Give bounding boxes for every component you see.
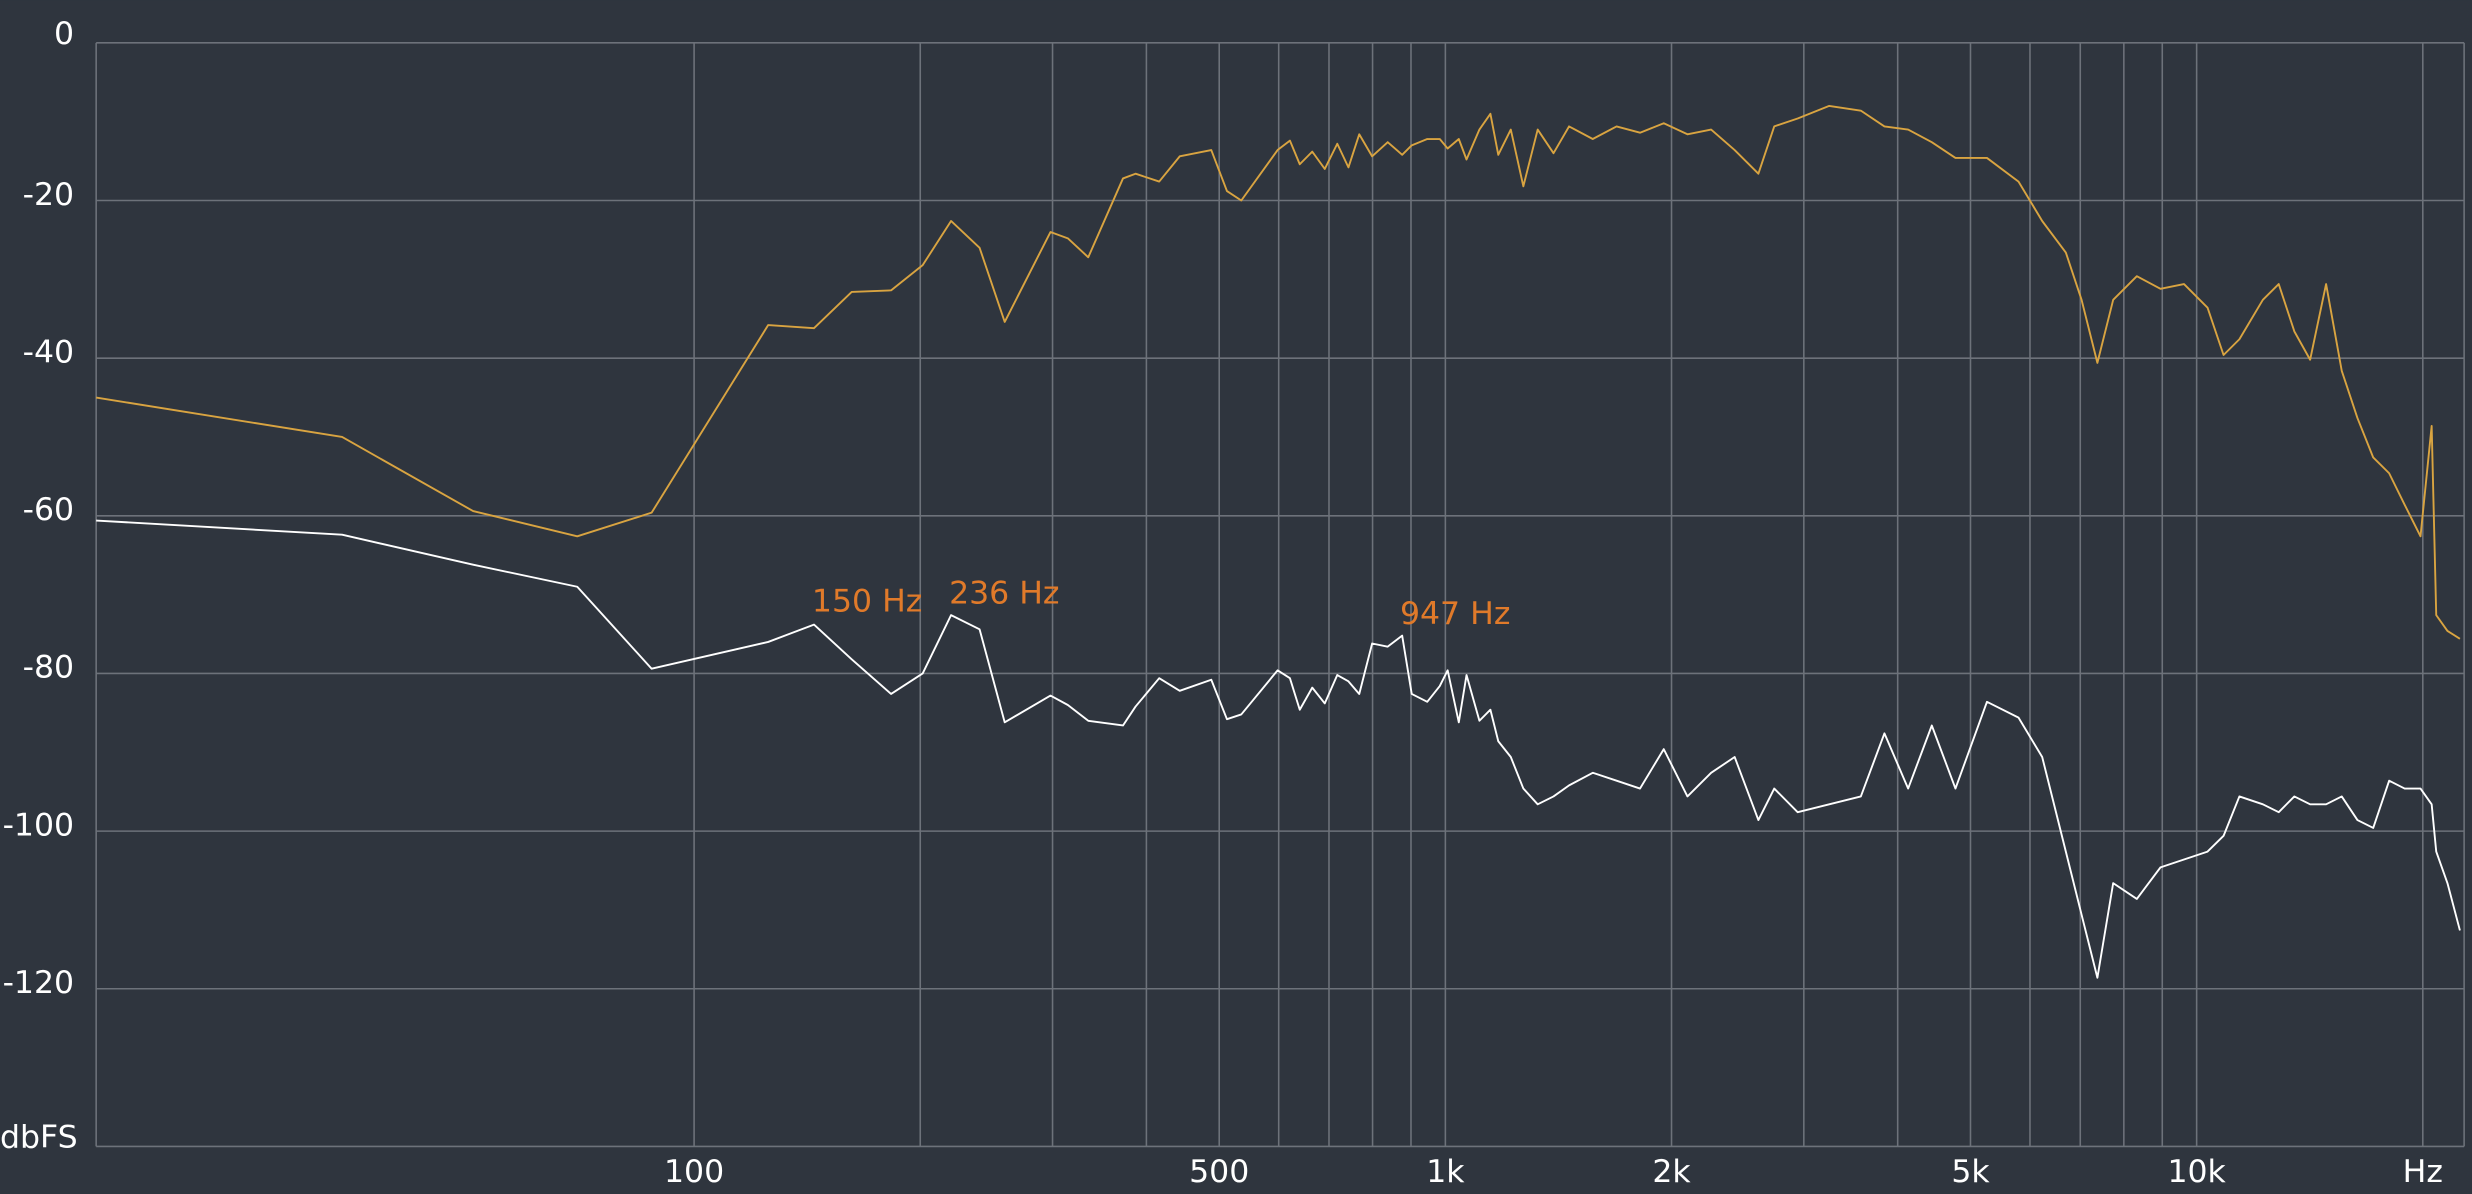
y-tick-label: -100 <box>3 807 75 843</box>
y-tick-label: -40 <box>23 334 74 370</box>
peak-annotation: 236 Hz <box>949 576 1059 612</box>
x-tick-label: 2k <box>1652 1154 1691 1190</box>
plot-lines <box>96 104 2461 979</box>
spectrum-line <box>96 519 2461 979</box>
y-tick-label: -120 <box>3 965 75 1001</box>
y-tick-label: -60 <box>23 492 74 528</box>
spectrum-line <box>96 104 2461 640</box>
peak-annotation: 947 Hz <box>1400 596 1510 632</box>
labels: dbFS 150 Hz 236 Hz 947 Hz 0 -20 -40 -60 -80 -… <box>0 16 2443 1190</box>
y-tick-label: -20 <box>23 177 74 213</box>
x-tick-label: 100 <box>664 1154 724 1190</box>
x-tick-label: 5k <box>1951 1154 1990 1190</box>
x-tick-label: 10k <box>2167 1154 2226 1190</box>
x-tick-label: Hz <box>2403 1154 2443 1190</box>
x-tick-label: 500 <box>1189 1154 1249 1190</box>
y-axis-label: dbFS <box>0 1120 78 1156</box>
y-tick-label: -80 <box>23 650 74 686</box>
peak-annotation: 150 Hz <box>812 584 922 620</box>
y-tick-label: 0 <box>54 16 74 52</box>
x-tick-label: 1k <box>1426 1154 1465 1190</box>
